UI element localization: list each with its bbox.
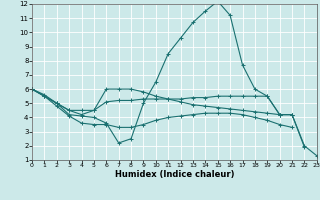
- X-axis label: Humidex (Indice chaleur): Humidex (Indice chaleur): [115, 170, 234, 179]
